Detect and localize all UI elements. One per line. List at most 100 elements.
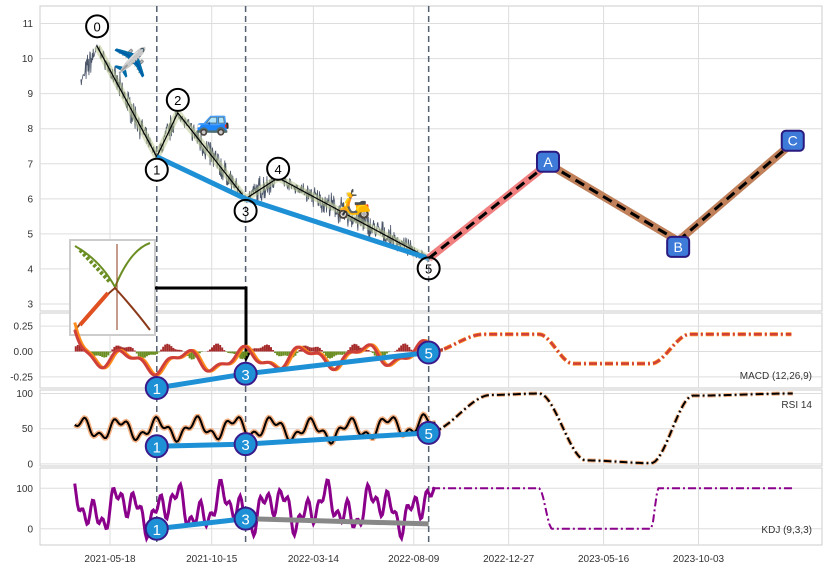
macd-histogram-bar (123, 347, 126, 352)
macd-histogram-bar (166, 343, 169, 352)
macd-histogram-bar (137, 351, 140, 357)
panel-label-kdj: KDJ (9,3,3) (761, 525, 812, 536)
y-tick-label: 8 (27, 124, 33, 135)
macd-histogram-bar (347, 350, 350, 352)
macd-histogram-bar (127, 346, 130, 352)
macd-histogram-bar (198, 351, 201, 354)
y-tick-label: -0.25 (10, 372, 33, 383)
macd-histogram-bar (156, 351, 159, 355)
macd-histogram-bar (371, 351, 374, 354)
macd-histogram-bar (162, 346, 165, 352)
projection-label: A (543, 154, 553, 170)
macd-histogram-bar (276, 351, 279, 356)
macd-histogram-bar (154, 351, 157, 355)
macd-histogram-bar (259, 347, 262, 352)
pivot-marker (85, 14, 110, 39)
macd-histogram-bar (308, 347, 311, 352)
macd-histogram-bar (331, 351, 334, 358)
pivot-marker (144, 157, 169, 182)
macd-histogram-bar (270, 347, 273, 352)
macd-histogram-bar (231, 351, 234, 354)
macd-histogram-bar (351, 344, 354, 352)
macd-histogram-bar (223, 350, 226, 352)
macd-histogram-bar (221, 347, 224, 352)
macd-histogram-bar (97, 351, 100, 356)
macd-histogram-bar (398, 347, 401, 352)
macd-histogram-bar (93, 351, 96, 357)
macd-histogram-bar (105, 351, 108, 358)
y-tick-label: 50 (22, 424, 34, 435)
projection-marker (780, 129, 805, 152)
macd-histogram-bar (245, 351, 248, 356)
macd-pivot-label: 5 (424, 346, 432, 363)
rsi-forecast-line (428, 392, 793, 465)
macd-histogram-bar (239, 351, 242, 359)
macd-histogram-bar (333, 351, 336, 357)
macd-histogram-bar (406, 344, 409, 352)
macd-histogram-bar (284, 351, 287, 356)
x-tick-label: 2022-12-27 (483, 554, 535, 565)
y-tick-label: 0 (27, 524, 33, 535)
kdj-forecast-line (432, 487, 793, 530)
macd-histogram-bar (326, 351, 329, 358)
macd-histogram-bar (394, 350, 397, 352)
macd-histogram-bar (255, 348, 258, 352)
macd-histogram-bar (310, 347, 313, 352)
x-tick-label: 2021-10-15 (186, 554, 238, 565)
pivot-label: 2 (174, 93, 181, 108)
pivot-marker (165, 87, 190, 112)
pivot-marker (266, 156, 291, 181)
macd-histogram-bar (385, 351, 388, 354)
macd-histogram-bar (164, 344, 167, 352)
pivot-marker (233, 198, 258, 223)
macd-histogram-bar (192, 351, 195, 360)
macd-histogram-bar (367, 350, 370, 352)
kdj-pivot-marker (144, 516, 169, 541)
macd-histogram-bar (294, 351, 297, 356)
macd-histogram-bar (150, 351, 153, 355)
macd-histogram-bar (396, 349, 399, 352)
y-tick-label: 9 (27, 89, 33, 100)
macd-histogram-bar (267, 345, 270, 352)
macd-histogram-bar (76, 345, 79, 352)
macd-histogram-bar (101, 351, 104, 357)
macd-histogram-bar (190, 351, 193, 360)
macd-histogram-bar (103, 351, 106, 358)
macd-histogram-bar (316, 346, 319, 352)
macd-histogram-bar (349, 347, 352, 352)
macd-histogram-bar (278, 351, 281, 357)
y-tick-label: 10 (22, 54, 34, 65)
macd-histogram-bar (111, 349, 114, 352)
macd-histogram-bar (168, 344, 171, 352)
y-tick-label: 6 (27, 194, 33, 205)
macd-histogram-bar (324, 351, 327, 356)
kdj-pivot-label: 3 (241, 512, 249, 529)
kdj-pivot-label: 1 (153, 522, 161, 539)
pivot-label: 3 (242, 204, 249, 219)
macd-histogram-bar (387, 351, 390, 353)
macd-histogram-bar (129, 346, 132, 352)
macd-histogram-bar (200, 351, 203, 353)
x-tick-label: 2022-03-14 (288, 554, 340, 565)
macd-histogram-bar (286, 351, 289, 356)
macd-histogram-bar (318, 347, 321, 352)
x-tick-label: 2021-05-18 (84, 554, 136, 565)
macd-pivot-label: 1 (153, 381, 161, 398)
macd-histogram-bar (206, 350, 209, 352)
pivot-marker (416, 256, 441, 281)
macd-histogram-bar (158, 351, 161, 353)
macd-histogram-bar (306, 346, 309, 352)
macd-histogram-bar (229, 351, 232, 354)
projection-label: B (673, 239, 682, 255)
macd-histogram-bar (383, 351, 386, 356)
zigzag-line (96, 46, 429, 259)
macd-histogram-bar (404, 343, 407, 352)
y-tick-label: 11 (23, 19, 34, 30)
macd-histogram-bar (247, 351, 250, 353)
macd-histogram-bar (265, 344, 268, 352)
macd-histogram-bar (337, 351, 340, 355)
kdj-gray-trend-line (245, 516, 429, 527)
y-tick-label: 4 (27, 264, 33, 275)
